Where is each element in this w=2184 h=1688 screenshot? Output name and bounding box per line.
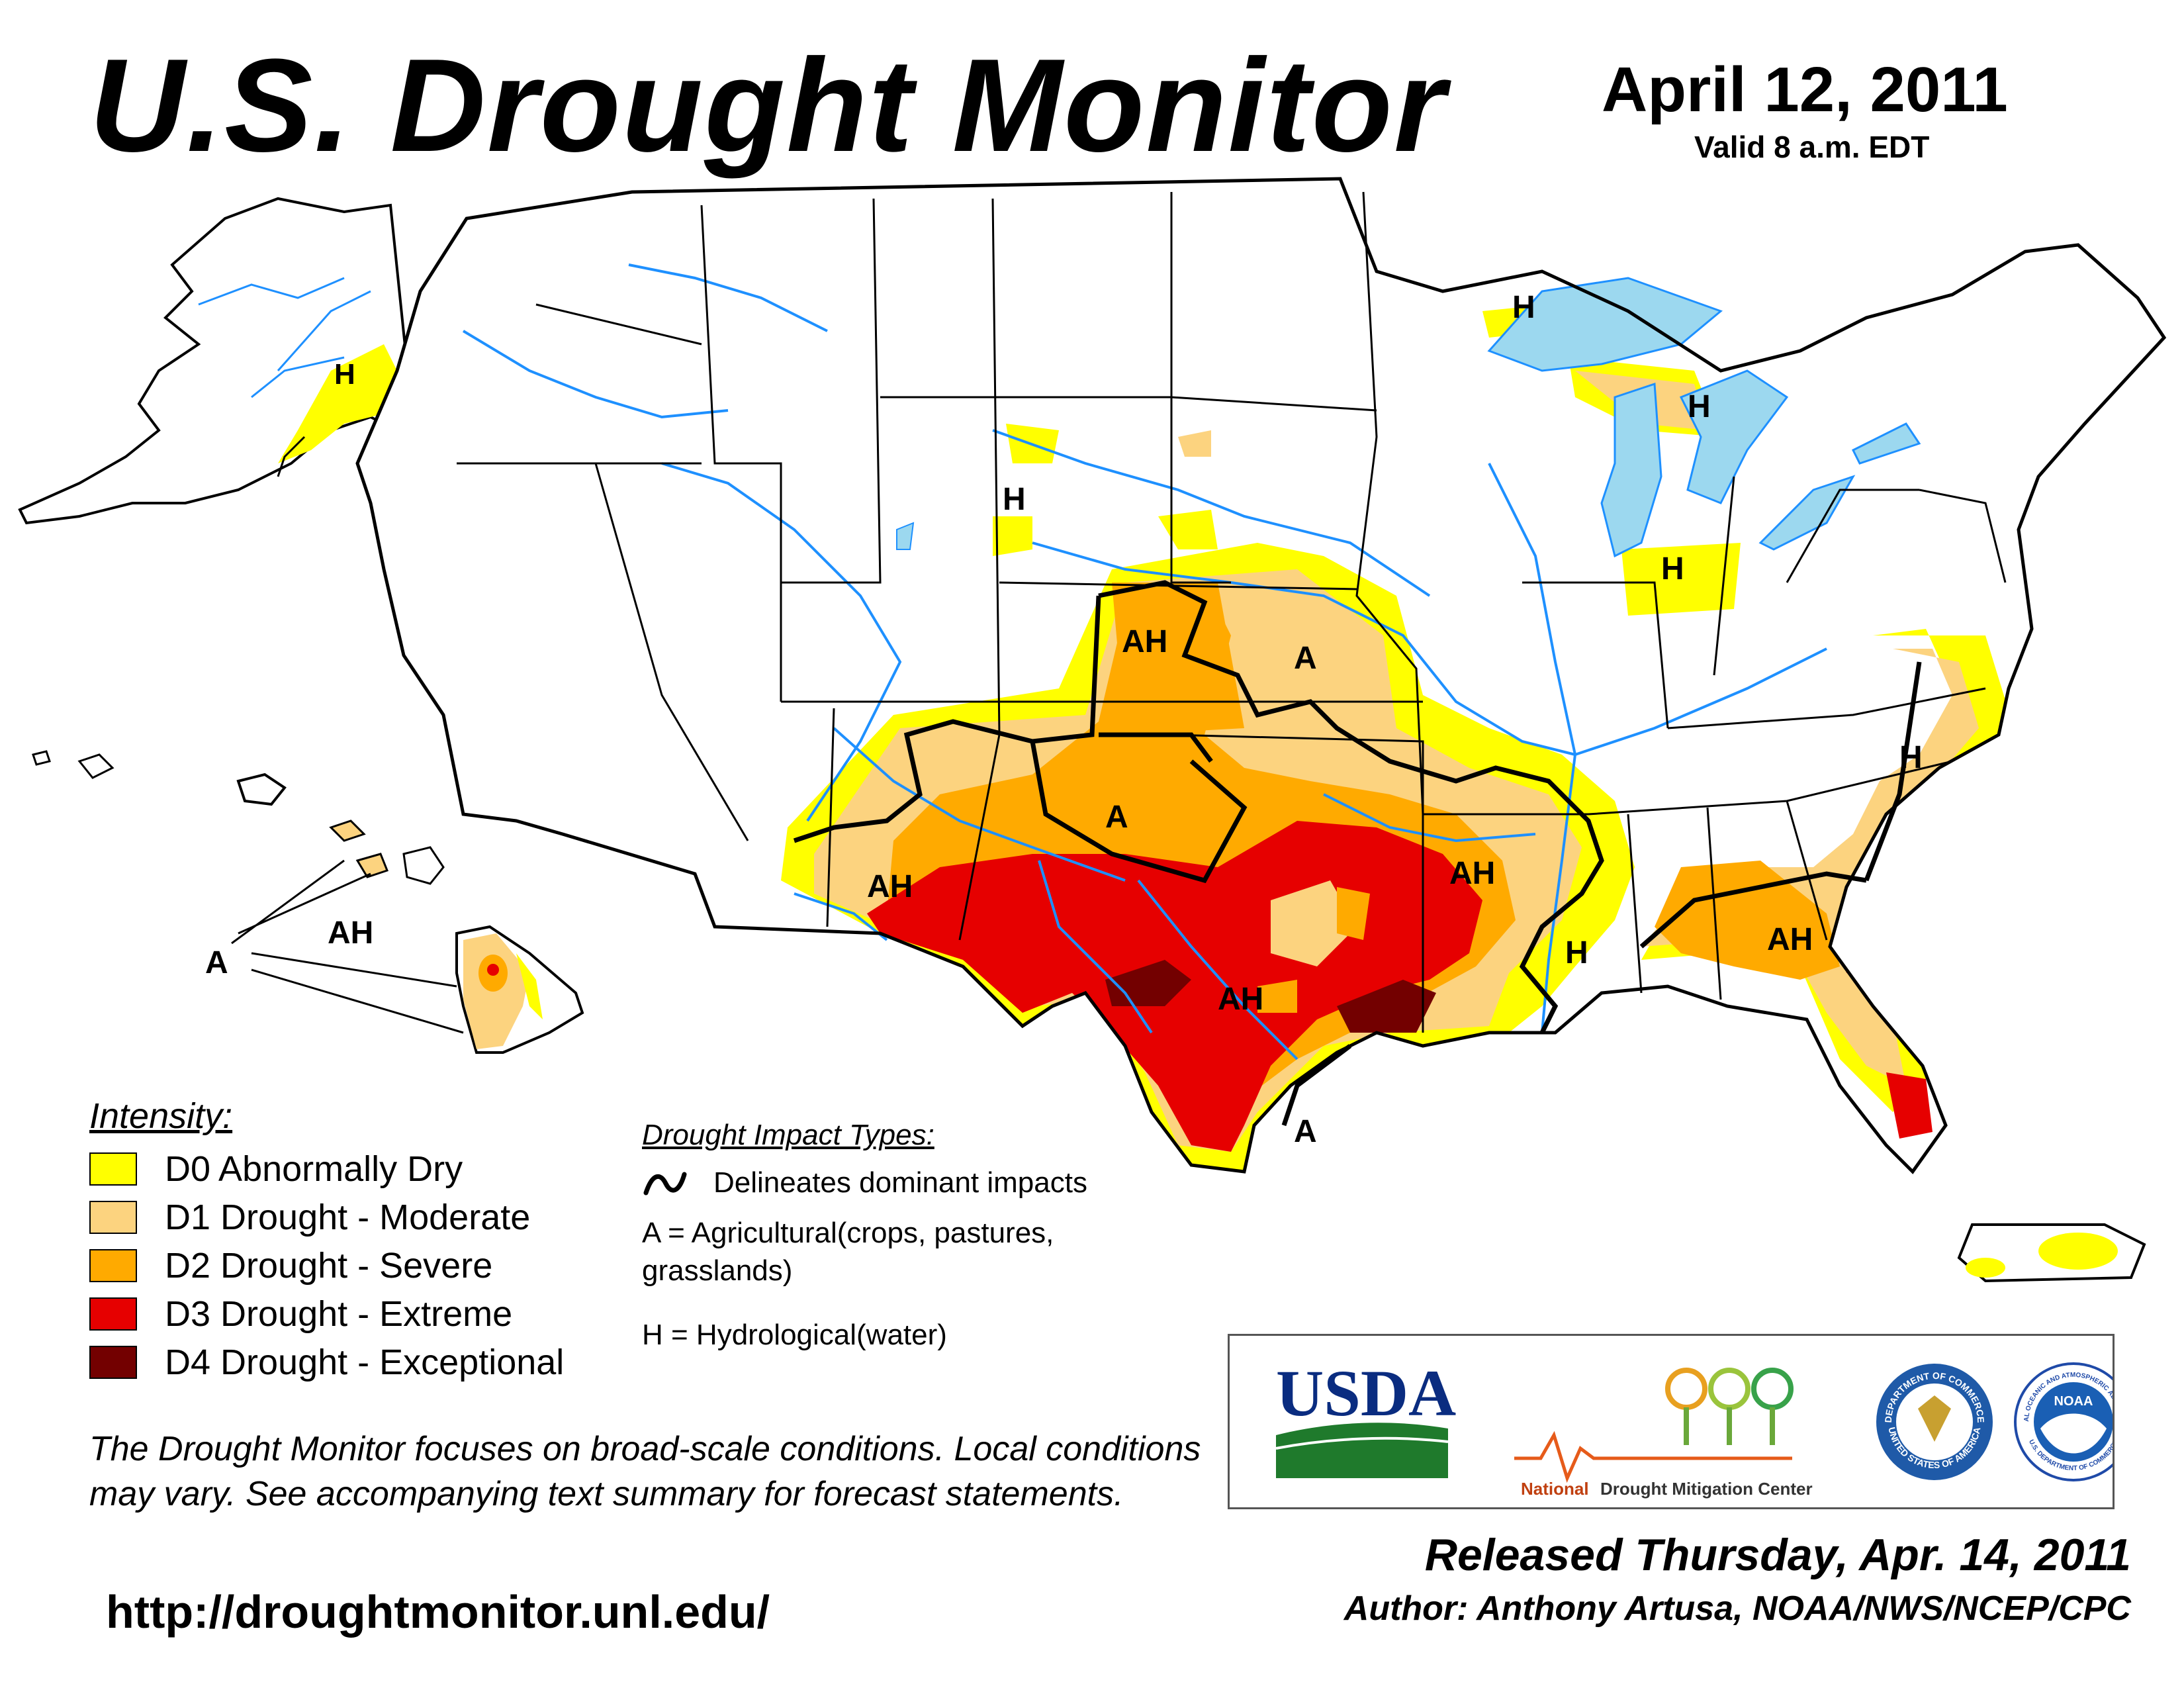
label-ah-louisiana: AH xyxy=(1449,856,1495,891)
disclaimer-text: The Drought Monitor focuses on broad-sca… xyxy=(89,1430,1201,1513)
delineation-line-icon xyxy=(643,1172,687,1196)
agency-logos: USDA National Drought Mitigation Center … xyxy=(1227,1331,2133,1509)
label-a-new-mexico: A xyxy=(1105,800,1128,835)
legend-swatch-d3 xyxy=(89,1297,137,1331)
intensity-legend: Intensity: D0 Abnormally Dry D1 Drought … xyxy=(89,1096,564,1386)
commerce-seal: DEPARTMENT OF COMMERCE UNITED STATES OF … xyxy=(1876,1364,1993,1480)
legend-label-d4: D4 Drought - Exceptional xyxy=(165,1342,565,1382)
impact-delineation-row: Delineates dominant impacts xyxy=(642,1166,1185,1199)
label-h-wyoming: H xyxy=(1003,482,1026,517)
legend-swatch-d0 xyxy=(89,1152,137,1186)
legend-swatch-d4 xyxy=(89,1345,137,1379)
label-ah-arizona: AH xyxy=(867,869,913,904)
ndmc-logo: National Drought Mitigation Center xyxy=(1514,1368,1813,1499)
label-h-indiana: H xyxy=(1661,551,1684,586)
label-h-mississippi: H xyxy=(1565,935,1588,970)
legend-item-d1: D1 Drought - Moderate xyxy=(89,1193,564,1241)
label-h-michigan: H xyxy=(1688,389,1711,424)
usda-logo: USDA xyxy=(1275,1356,1456,1478)
legend-swatch-d1 xyxy=(89,1200,137,1234)
label-ah-colorado: AH xyxy=(1122,624,1167,659)
legend-item-d3: D3 Drought - Extreme xyxy=(89,1289,564,1338)
label-ah-hawaii: AH xyxy=(328,915,373,951)
impact-types-legend: Drought Impact Types: Delineates dominan… xyxy=(642,1119,1185,1381)
legend-item-d4: D4 Drought - Exceptional xyxy=(89,1338,564,1386)
release-date: Released Thursday, Apr. 14, 2011 xyxy=(1424,1530,2131,1580)
website-link[interactable]: http://droughtmonitor.unl.edu/ xyxy=(106,1586,770,1638)
label-a-kansas: A xyxy=(1294,641,1317,676)
author-credit: Author: Anthony Artusa, NOAA/NWS/NCEP/CP… xyxy=(1343,1589,2131,1628)
impact-types-title: Drought Impact Types: xyxy=(642,1119,934,1151)
label-h-carolinas: H xyxy=(1899,740,1923,775)
label-h-alaska: H xyxy=(334,358,355,391)
label-ah-texas: AH xyxy=(1218,982,1263,1017)
legend-item-d0: D0 Abnormally Dry xyxy=(89,1145,564,1193)
drought-areas xyxy=(781,305,2012,1172)
legend-label-d2: D2 Drought - Severe xyxy=(165,1245,493,1286)
legend-swatch-d2 xyxy=(89,1248,137,1282)
impact-agricultural: A = Agricultural(crops, pastures, grassl… xyxy=(642,1217,1054,1288)
legend-label-d3: D3 Drought - Extreme xyxy=(165,1293,513,1334)
legend-title: Intensity: xyxy=(89,1096,233,1136)
great-lakes xyxy=(896,277,1921,558)
label-ah-southeast: AH xyxy=(1767,922,1813,957)
legend-label-d1: D1 Drought - Moderate xyxy=(165,1197,531,1237)
hawaii xyxy=(32,750,584,1054)
ndmc-name-text: Drought Mitigation Center xyxy=(1600,1479,1813,1499)
state-boundaries xyxy=(457,191,2007,1033)
noaa-wordmark: NOAA xyxy=(2054,1394,2093,1409)
puerto-rico xyxy=(1957,1223,2146,1283)
impact-boundaries xyxy=(793,580,1922,1127)
valid-time: Valid 8 a.m. EDT xyxy=(1694,130,1930,164)
usda-wordmark: USDA xyxy=(1276,1356,1456,1430)
logo-strip: USDA National Drought Mitigation Center … xyxy=(1227,1331,2133,1499)
impact-hydrological: H = Hydrological(water) xyxy=(642,1319,947,1352)
ndmc-national-text: National xyxy=(1521,1479,1589,1499)
legend-item-d2: D2 Drought - Severe xyxy=(89,1241,564,1289)
map-date: April 12, 2011 xyxy=(1602,54,2008,125)
rivers xyxy=(462,263,1827,1060)
impact-delineation-text: Delineates dominant impacts xyxy=(713,1166,1087,1199)
label-a-south-texas: A xyxy=(1294,1114,1317,1149)
impact-labels: AH A A AH AH AH A AH H H H H H H H AH A xyxy=(205,290,1923,1149)
map-title: U.S. Drought Monitor xyxy=(89,32,1447,179)
label-h-wisconsin: H xyxy=(1512,290,1535,325)
legend-label-d0: D0 Abnormally Dry xyxy=(165,1149,463,1189)
label-a-hawaii: A xyxy=(205,945,228,980)
